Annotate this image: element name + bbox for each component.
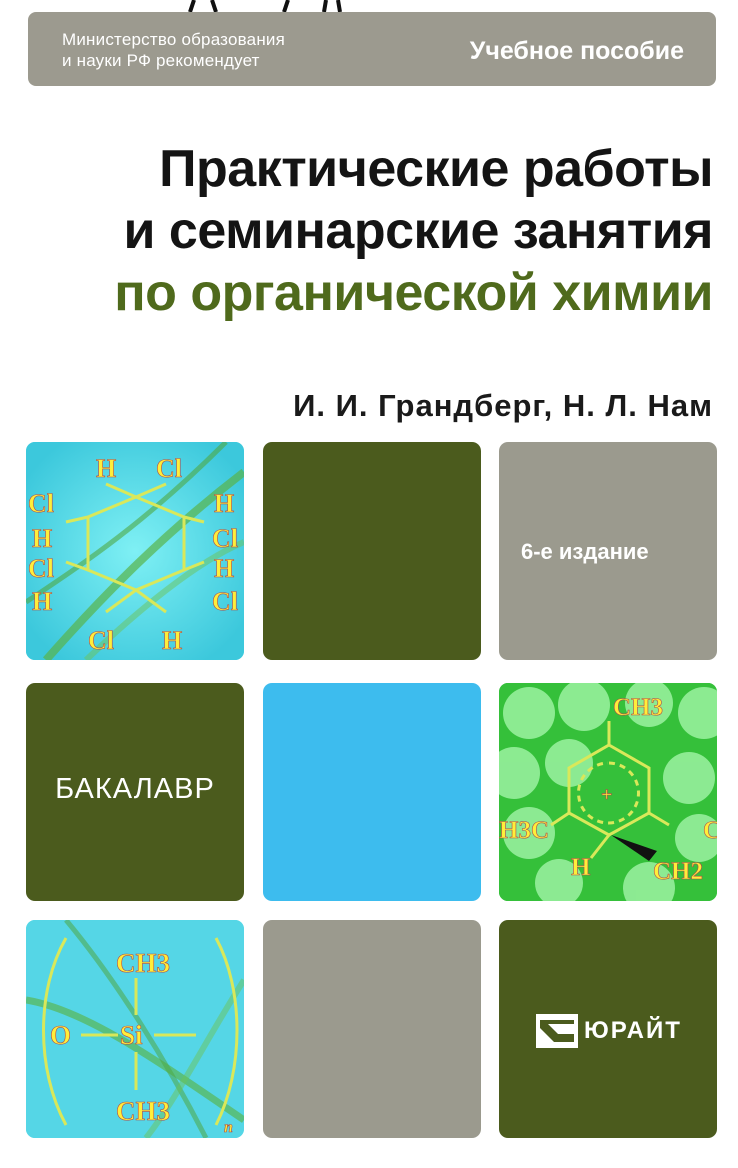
f1-left-4: H [32, 587, 52, 616]
title-line-2: и семинарские занятия [123, 202, 714, 260]
f3-bottom-ch3: CH3 [116, 1096, 170, 1126]
publisher-logo-icon [536, 1014, 578, 1048]
f1-left-1: Cl [28, 489, 54, 518]
decor-tile-cyan [263, 683, 481, 901]
formula-3-illustration: CH3 O Si CH3 n [26, 920, 244, 1138]
publisher-logo-group: ЮРАЙТ [536, 1014, 682, 1048]
title-line-3: по органической химии [114, 264, 713, 322]
top-edge-marks [188, 0, 342, 12]
f1-right-1: H [214, 489, 234, 518]
edition-label: 6-е издание [521, 539, 649, 564]
f1-right-3: H [214, 554, 234, 583]
f1-right-4: Cl [212, 587, 238, 616]
f3-oxygen: O [50, 1020, 71, 1050]
f2-top-ch3: CH3 [613, 694, 663, 721]
f2-bottom-h: H [571, 854, 591, 881]
siloxane-tile: CH3 O Si CH3 n [26, 920, 244, 1138]
f2-bottom-ch2: CH2 [653, 858, 703, 885]
series-label: БАКАЛАВР [55, 773, 215, 805]
f2-left-h3c: H3C [499, 817, 549, 844]
book-authors: И. И. Грандберг, Н. Л. Нам [293, 388, 713, 423]
formula-1-illustration: H Cl Cl H Cl H H Cl H Cl Cl H [26, 442, 244, 660]
f1-left-3: Cl [28, 554, 54, 583]
edition-tile: 6-е издание [499, 442, 717, 660]
publisher-tile: ЮРАЙТ [499, 920, 717, 1138]
f3-top-ch3: CH3 [116, 948, 170, 978]
decor-tile-gray [263, 920, 481, 1138]
title-line-1: Практические работы [159, 140, 713, 198]
f3-n: n [224, 1119, 233, 1136]
f1-top-cl: Cl [156, 454, 182, 483]
f1-left-2: H [32, 524, 52, 553]
mesitylene-tile: CH3 H3C C H CH2 + [499, 683, 717, 901]
book-title: Практические работы и семинарские заняти… [114, 138, 713, 324]
f2-charge: + [601, 784, 612, 806]
ministry-recommendation: Министерство образования и науки РФ реко… [62, 29, 285, 71]
formula-2-illustration: CH3 H3C C H CH2 + [499, 683, 717, 901]
f1-bottom-cl: Cl [88, 626, 114, 655]
series-tile: БАКАЛАВР [26, 683, 244, 901]
publisher-name: ЮРАЙТ [584, 1017, 682, 1044]
decor-tile-dark-1 [263, 442, 481, 660]
recommendation-line-1: Министерство образования [62, 30, 286, 49]
top-banner: Министерство образования и науки РФ реко… [28, 12, 716, 86]
hexachlorocyclohexane-tile: H Cl Cl H Cl H H Cl H Cl Cl H [26, 442, 244, 660]
f1-top-h: H [96, 454, 116, 483]
f1-bottom-h: H [162, 626, 182, 655]
f2-right-c: C [703, 817, 717, 844]
recommendation-line-2: и науки РФ рекомендует [62, 51, 260, 70]
f3-silicon: Si [120, 1020, 143, 1050]
f1-right-2: Cl [212, 524, 238, 553]
book-type: Учебное пособие [469, 37, 684, 65]
